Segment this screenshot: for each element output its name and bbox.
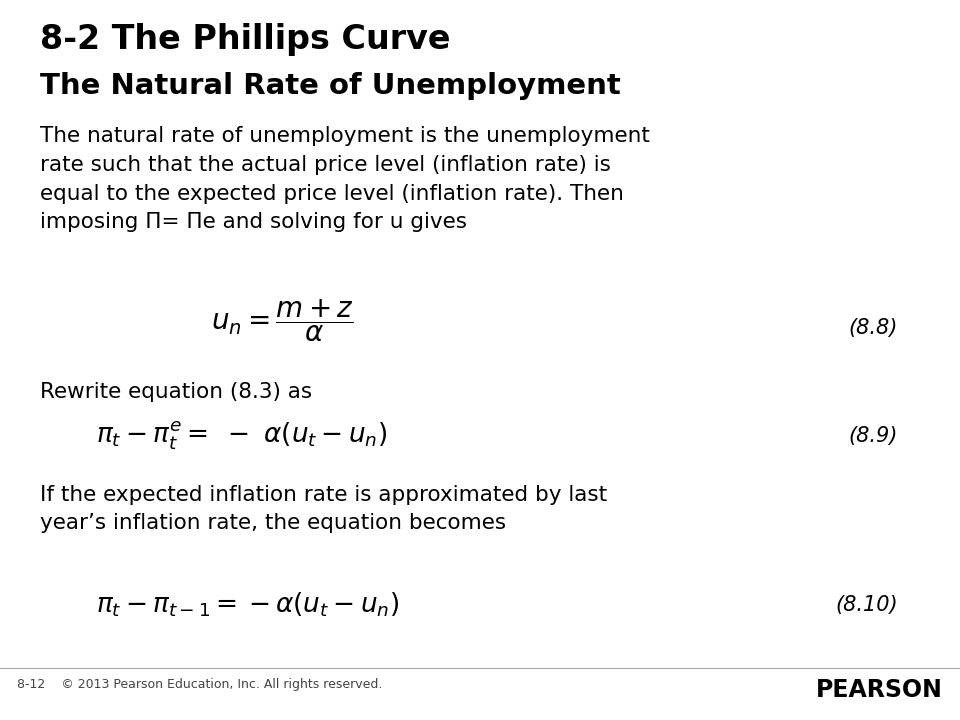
Text: If the expected inflation rate is approximated by last
year’s inflation rate, th: If the expected inflation rate is approx… [40,485,608,534]
Text: 8-12    © 2013 Pearson Education, Inc. All rights reserved.: 8-12 © 2013 Pearson Education, Inc. All … [17,678,383,691]
Text: The Natural Rate of Unemployment: The Natural Rate of Unemployment [40,72,621,100]
Text: $\pi_t - \pi_{t-1} = -\alpha(u_t - u_n)$: $\pi_t - \pi_{t-1} = -\alpha(u_t - u_n)$ [96,590,399,619]
Text: (8.9): (8.9) [849,426,898,446]
Text: $u_n = \dfrac{m + z}{\alpha}$: $u_n = \dfrac{m + z}{\alpha}$ [211,297,354,343]
Text: 8-2 The Phillips Curve: 8-2 The Phillips Curve [40,23,451,56]
Text: Rewrite equation (8.3) as: Rewrite equation (8.3) as [40,382,312,402]
Text: The natural rate of unemployment is the unemployment
rate such that the actual p: The natural rate of unemployment is the … [40,126,650,233]
Text: (8.8): (8.8) [849,318,898,338]
Text: PEARSON: PEARSON [816,678,943,702]
Text: (8.10): (8.10) [835,595,898,615]
Text: $\pi_t - \pi_t^e = \ -\ \alpha(u_t - u_n)$: $\pi_t - \pi_t^e = \ -\ \alpha(u_t - u_n… [96,419,387,452]
